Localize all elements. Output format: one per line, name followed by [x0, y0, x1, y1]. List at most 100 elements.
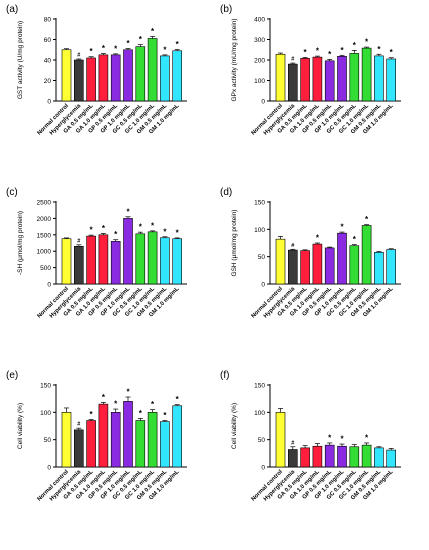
- significance-star: *: [139, 409, 143, 418]
- y-tick-label: 2000: [37, 216, 52, 223]
- bar: [386, 58, 396, 102]
- bar: [337, 56, 347, 102]
- bar: [312, 56, 323, 102]
- y-tick-label: 50: [258, 437, 266, 444]
- bar: [61, 238, 72, 285]
- y-tick-label: 0: [47, 99, 51, 106]
- significance-star: *: [90, 410, 94, 419]
- bar: [123, 401, 133, 468]
- significance-star: *: [139, 35, 143, 44]
- bar: [160, 421, 170, 468]
- significance-hash: #: [77, 422, 80, 428]
- bar: [288, 63, 298, 102]
- significance-star: *: [176, 228, 180, 237]
- bar: [337, 232, 347, 285]
- panel-label: (f): [220, 370, 229, 381]
- bar: [98, 54, 109, 102]
- significance-star: *: [365, 433, 369, 442]
- bar: [361, 47, 372, 102]
- significance-star: *: [102, 393, 106, 402]
- bar: [349, 446, 360, 468]
- y-tick-label: 100: [254, 227, 265, 234]
- bar: [135, 46, 146, 102]
- significance-hash: #: [291, 440, 294, 446]
- y-tick-label: 150: [40, 383, 51, 390]
- y-tick-label: 0: [261, 465, 265, 472]
- y-axis-label: -SH (μmol/mg protein): [17, 211, 24, 275]
- bar: [147, 412, 158, 468]
- significance-star: *: [353, 235, 357, 244]
- significance-star: *: [90, 47, 94, 56]
- significance-star: *: [90, 226, 94, 235]
- significance-star: *: [114, 400, 118, 409]
- panel-label: (b): [220, 4, 232, 15]
- bar: [324, 247, 335, 285]
- chart-panel: (c) 0 500 1000 1500 2000 2500 -SH (μmol/mg prot…: [6, 187, 187, 320]
- bar: [374, 447, 384, 468]
- bar: [160, 55, 170, 102]
- y-tick-label: 40: [44, 58, 52, 65]
- significance-star: *: [340, 223, 344, 232]
- bar: [374, 251, 384, 285]
- y-axis-label: GSH (μmol/mg protein): [231, 210, 238, 277]
- bar: [288, 449, 298, 468]
- bar: [74, 429, 84, 468]
- significance-star: *: [151, 221, 155, 230]
- significance-star: *: [176, 40, 180, 49]
- bar: [86, 420, 96, 468]
- bar: [386, 249, 396, 285]
- bar: [312, 445, 323, 468]
- significance-star: *: [316, 47, 320, 56]
- significance-star: *: [377, 45, 381, 54]
- y-tick-label: 100: [254, 410, 265, 417]
- bar: [386, 449, 396, 468]
- bar: [324, 60, 335, 102]
- bar: [300, 250, 310, 285]
- significance-star: *: [316, 234, 320, 243]
- y-axis-label: GPx activity (mU/mg protein): [231, 18, 238, 101]
- significance-star: *: [365, 215, 369, 224]
- significance-star: *: [151, 400, 155, 409]
- bar: [324, 444, 335, 468]
- y-axis-label: Cell viability (%): [17, 403, 24, 449]
- y-tick-label: 50: [44, 437, 52, 444]
- bar: [160, 237, 170, 285]
- bar: [374, 55, 384, 102]
- y-tick-label: 2500: [37, 200, 52, 207]
- y-axis-label: Cell viability (%): [231, 403, 238, 449]
- significance-star: *: [126, 388, 130, 397]
- bar: [147, 38, 158, 102]
- significance-star: *: [328, 50, 332, 59]
- y-tick-label: 20: [44, 78, 52, 85]
- bar: [172, 405, 182, 468]
- y-tick-label: 1500: [37, 232, 52, 239]
- panel-label: (e): [6, 370, 18, 381]
- bar: [300, 447, 310, 468]
- y-tick-label: 0: [261, 282, 265, 289]
- y-tick-label: 60: [44, 37, 52, 44]
- significance-star: *: [151, 27, 155, 36]
- bar: [135, 233, 146, 285]
- significance-star: *: [163, 45, 167, 54]
- bar: [300, 58, 310, 102]
- bar: [110, 54, 121, 102]
- bar: [74, 245, 84, 285]
- y-tick-label: 100: [254, 78, 265, 85]
- significance-star: *: [126, 39, 130, 48]
- significance-star: *: [304, 48, 308, 57]
- bar: [275, 53, 286, 102]
- bar: [74, 59, 84, 102]
- bar: [172, 238, 182, 285]
- significance-star: *: [328, 433, 332, 442]
- bar: [110, 241, 121, 285]
- bar: [275, 412, 286, 468]
- y-tick-label: 200: [254, 58, 265, 65]
- y-axis-label: GST activity (U/mg protein): [17, 21, 24, 99]
- significance-star: *: [176, 395, 180, 404]
- significance-star: *: [102, 44, 106, 53]
- significance-star: *: [139, 223, 143, 232]
- significance-star: *: [340, 46, 344, 55]
